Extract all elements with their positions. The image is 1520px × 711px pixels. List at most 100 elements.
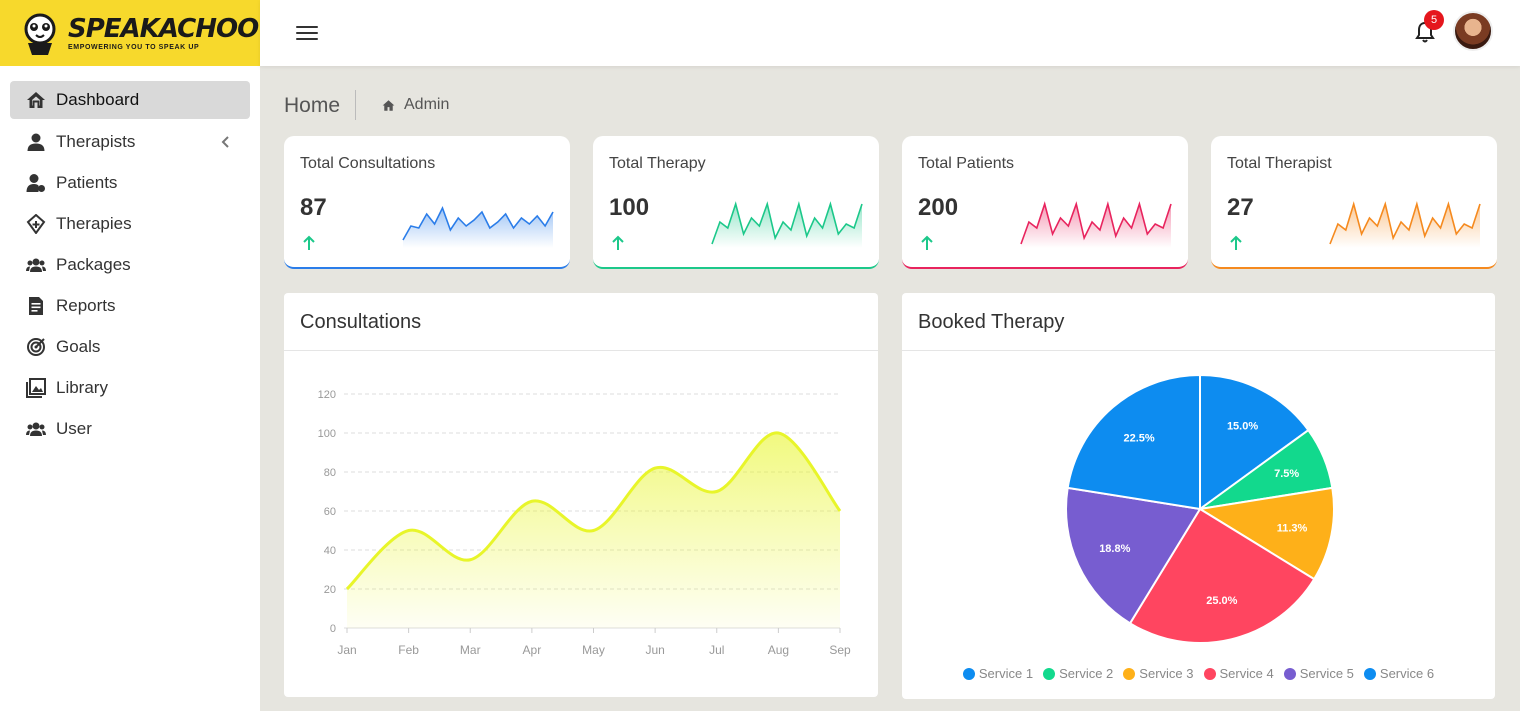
brand-name: SPEAKACHOO — [68, 13, 259, 44]
x-tick-label: Apr — [523, 643, 542, 657]
sparkline — [402, 205, 554, 248]
arrow-up-icon — [303, 235, 315, 250]
breadcrumb-admin-label: Admin — [404, 96, 450, 113]
legend-marker — [962, 667, 975, 680]
arrow-up-icon — [921, 235, 933, 250]
sparkline — [1020, 200, 1172, 248]
legend-marker — [1283, 667, 1296, 680]
stat-title: Total Therapy — [609, 155, 706, 172]
sparkline-series — [402, 205, 554, 241]
chevron-left-icon — [221, 136, 229, 148]
arrow-up-icon — [612, 235, 624, 250]
y-tick-label: 80 — [324, 467, 336, 479]
y-tick-label: 0 — [330, 623, 336, 635]
menu-toggle-icon[interactable] — [296, 22, 318, 42]
sidebar-item-therapies[interactable]: Therapies — [10, 205, 250, 243]
x-tick-label: Mar — [460, 643, 481, 657]
panel-title: Consultations — [300, 311, 422, 333]
stat-card-consultations[interactable]: Total Consultations 87 — [284, 136, 570, 269]
stat-card-patients[interactable]: Total Patients 200 — [902, 136, 1188, 269]
y-tick-label: 60 — [324, 506, 336, 518]
legend-item[interactable]: Service 6 — [1363, 666, 1434, 681]
user-icon — [27, 133, 45, 151]
legend-label: Service 1 — [978, 666, 1034, 681]
y-tick-label: 20 — [324, 584, 336, 596]
users-icon — [26, 258, 46, 272]
stat-value: 87 — [300, 194, 327, 221]
pie-label: 22.5% — [1124, 433, 1155, 445]
brand-logo[interactable]: SPEAKACHOO EMPOWERING YOU TO SPEAK UP — [0, 0, 260, 66]
stat-card-therapy[interactable]: Total Therapy 100 — [593, 136, 879, 269]
breadcrumb-admin[interactable]: Admin — [382, 96, 449, 114]
users-icon — [26, 422, 46, 436]
legend-item[interactable]: Service 4 — [1203, 666, 1274, 681]
x-tick-label: Feb — [398, 643, 419, 657]
pie-label: 11.3% — [1277, 522, 1308, 534]
stat-value: 100 — [609, 194, 650, 221]
breadcrumb-home[interactable]: Home — [284, 94, 341, 117]
sidebar-item-patients[interactable]: Patients — [10, 164, 250, 202]
y-tick-label: 120 — [318, 389, 336, 401]
sidebar-item-library[interactable]: Library — [10, 369, 250, 407]
pie-slice-service-4[interactable] — [1128, 507, 1316, 644]
sidebar-item-label: Reports — [56, 296, 116, 315]
mascot-icon — [24, 13, 56, 55]
sparkline — [711, 200, 863, 248]
legend-item[interactable]: Service 1 — [962, 666, 1034, 681]
sidebar-item-label: User — [56, 419, 92, 438]
pie-slice-service-3[interactable] — [1197, 486, 1335, 581]
stat-title: Total Consultations — [300, 155, 436, 172]
pie-slice-service-1[interactable] — [1199, 373, 1310, 511]
sparkline-series — [1020, 200, 1172, 245]
legend-marker — [1363, 667, 1376, 680]
breadcrumb-divider — [355, 90, 356, 120]
x-tick-label: Jun — [645, 643, 664, 657]
sidebar-item-goals[interactable]: Goals — [10, 328, 250, 366]
legend-label: Service 2 — [1059, 666, 1114, 681]
x-tick-label: Jan — [337, 643, 356, 657]
legend-item[interactable]: Service 2 — [1043, 666, 1113, 681]
legend-marker — [1123, 667, 1136, 680]
legend-marker — [1043, 667, 1056, 680]
sidebar-item-label: Library — [56, 378, 108, 397]
patient-icon — [26, 174, 45, 192]
sidebar-item-label: Packages — [56, 255, 131, 274]
sidebar: Dashboard Therapists Patients Therapies … — [0, 66, 260, 711]
legend-item[interactable]: Service 3 — [1123, 666, 1194, 681]
sparkline-series — [711, 200, 863, 245]
avatar[interactable] — [1453, 11, 1493, 51]
y-tick-label: 40 — [324, 545, 336, 557]
sparkline — [1329, 200, 1481, 248]
legend-label: Service 3 — [1139, 666, 1194, 681]
x-tick-label: Aug — [768, 643, 789, 657]
arrow-up-icon — [1230, 235, 1242, 250]
report-icon — [29, 297, 43, 315]
pie-slice-service-5[interactable] — [1065, 486, 1202, 625]
sidebar-item-label: Therapies — [56, 214, 132, 233]
pie-label: 15.0% — [1227, 420, 1258, 432]
divider — [902, 350, 1495, 351]
sidebar-item-label: Therapists — [56, 132, 136, 151]
sidebar-item-reports[interactable]: Reports — [10, 287, 250, 325]
consultations-chart: 0 20 40 60 80 100 120 Jan Feb Mar Apr May Jun Jul Aug S… — [318, 389, 851, 657]
sidebar-item-user[interactable]: User — [10, 410, 250, 448]
area-fill — [347, 432, 840, 628]
pie-slice-service-6[interactable] — [1066, 373, 1201, 511]
panel-title: Booked Therapy — [918, 311, 1065, 333]
sidebar-item-label: Dashboard — [56, 90, 140, 109]
sparkline-series — [1329, 200, 1481, 245]
notification-badge: 5 — [1424, 10, 1444, 30]
target-icon — [27, 338, 45, 356]
therapy-icon — [26, 214, 46, 234]
home-icon — [27, 92, 45, 108]
stat-value: 27 — [1227, 194, 1254, 221]
legend-item[interactable]: Service 5 — [1283, 666, 1354, 681]
sidebar-item-packages[interactable]: Packages — [10, 246, 250, 284]
sidebar-item-therapists[interactable]: Therapists — [10, 123, 250, 161]
stat-card-therapist[interactable]: Total Therapist 27 — [1211, 136, 1497, 269]
sidebar-item-dashboard[interactable]: Dashboard — [10, 81, 250, 119]
stat-title: Total Therapist — [1227, 155, 1332, 172]
pie-label: 18.8% — [1099, 543, 1130, 555]
home-icon — [382, 99, 395, 111]
pie-label: 25.0% — [1206, 595, 1237, 607]
